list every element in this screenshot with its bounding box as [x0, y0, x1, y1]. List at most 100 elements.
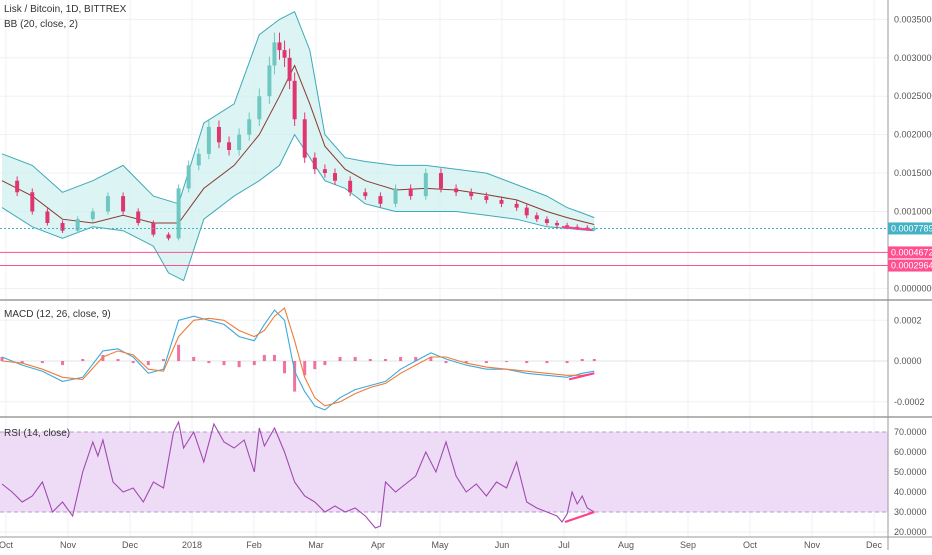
macd-histogram-bar [40, 361, 44, 364]
candle-body [15, 180, 20, 193]
candle-body [277, 42, 282, 51]
macd-histogram-bar [272, 354, 276, 362]
grid-layer [0, 0, 888, 537]
x-tick-label: Aug [618, 540, 634, 550]
macd-histogram-bar [161, 359, 165, 362]
x-tick-label: Feb [246, 540, 262, 550]
macd-histogram-bar [545, 361, 549, 364]
candle-body [292, 80, 297, 120]
candle-body [499, 199, 504, 204]
y-tick-label: 0.00200000 [894, 130, 932, 140]
macd-histogram-bar [565, 361, 569, 364]
candle-body [45, 211, 50, 223]
candle-body [302, 119, 307, 158]
macd-histogram-bar [505, 361, 509, 363]
macd-histogram-bar [338, 356, 342, 362]
macd-histogram-bar [353, 356, 357, 362]
candle-body [312, 157, 317, 170]
candle-body [247, 119, 252, 135]
x-tick-label: Oct [743, 540, 758, 550]
macd-histogram-bar [20, 361, 24, 364]
y-tick-label: 0.00300000 [894, 53, 932, 63]
y-tick-label: 0.00150000 [894, 168, 932, 178]
candle-body [216, 126, 221, 143]
y-tick-label: 20.0000 [894, 527, 927, 537]
macd-histogram-bar [207, 361, 211, 364]
price-label-box [888, 222, 932, 235]
candle-body [363, 192, 368, 197]
macd-histogram-bar [525, 361, 529, 364]
candle-body [121, 196, 126, 212]
macd-histogram-bar [237, 361, 241, 368]
y-tick-label: 70.0000 [894, 427, 927, 437]
candle-body [585, 227, 590, 230]
y-tick-label: 40.0000 [894, 487, 927, 497]
macd-histogram-bar [0, 356, 4, 362]
macd-histogram-bar [313, 361, 317, 370]
rsi-band [0, 432, 888, 512]
macd-histogram-bar [399, 356, 403, 362]
candle-body [105, 196, 110, 212]
x-tick-label: Dec [122, 540, 139, 550]
macd-histogram-bar [293, 361, 297, 392]
candle-body [227, 142, 232, 150]
price-label-text: 0.00029645 [891, 261, 932, 271]
macd-histogram-bar [81, 359, 85, 362]
macd-histogram-bar [368, 359, 372, 362]
x-tick-label: Jun [495, 540, 510, 550]
macd-histogram-bar [303, 361, 307, 376]
candle-body [454, 188, 459, 193]
price-label-box [888, 259, 932, 272]
candle-body [592, 228, 597, 230]
axis-layer: Oct Nov Dec 2018 Feb Mar Apr May Jun Jul Aug Sep Oct… [0, 14, 932, 550]
candle-body [534, 215, 539, 220]
candle-body [514, 203, 519, 208]
candle-body [348, 180, 353, 193]
macd-histogram-bar [592, 359, 596, 362]
y-tick-label: 0.00350000 [894, 14, 932, 24]
macd-histogram-bar [61, 361, 65, 366]
y-tick-label: 0.00000000 [894, 283, 932, 293]
x-tick-label: May [431, 540, 449, 550]
rsi-line [1, 420, 595, 529]
y-tick-label: -0.0002 [894, 397, 925, 407]
x-tick-label: Sep [680, 540, 696, 550]
bb-fill [2, 11, 595, 281]
y-tick-label: 0.00250000 [894, 91, 932, 101]
y-tick-label: 0.0002 [894, 315, 922, 325]
x-tick-label: Jul [558, 540, 570, 550]
x-tick-label: Nov [60, 540, 77, 550]
candle-body [75, 219, 80, 231]
macd-histogram-bar [116, 359, 120, 362]
macd-histogram-bar [192, 356, 196, 362]
macd-histogram-bar [323, 361, 327, 366]
y-tick-label: 30.0000 [894, 507, 927, 517]
candle-body [282, 50, 287, 58]
candle-body [30, 192, 35, 212]
macd-histogram-bar [429, 356, 433, 362]
macd-histogram-bar [464, 361, 468, 364]
x-tick-label: 2018 [182, 540, 202, 550]
candle-body [272, 42, 277, 66]
macd-histogram-bar [252, 361, 256, 366]
candle-body [484, 196, 489, 200]
candle-body [166, 234, 171, 239]
candle-body [237, 134, 242, 150]
price-label-box [888, 246, 932, 259]
x-tick-label: Nov [804, 540, 821, 550]
y-tick-label: 0.00100000 [894, 206, 932, 216]
bb-indicator-label: BB (20, close, 2) [4, 19, 78, 30]
candle-body [186, 165, 191, 189]
macd-histogram-bar [383, 359, 387, 362]
candle-body [287, 57, 292, 81]
candle-body [333, 173, 337, 181]
bb-lower-line [1, 133, 595, 282]
candle-body [393, 188, 398, 204]
y-tick-label: 60.0000 [894, 447, 927, 457]
macd-histogram-bar [222, 361, 226, 366]
y-tick-label: 50.0000 [894, 467, 927, 477]
